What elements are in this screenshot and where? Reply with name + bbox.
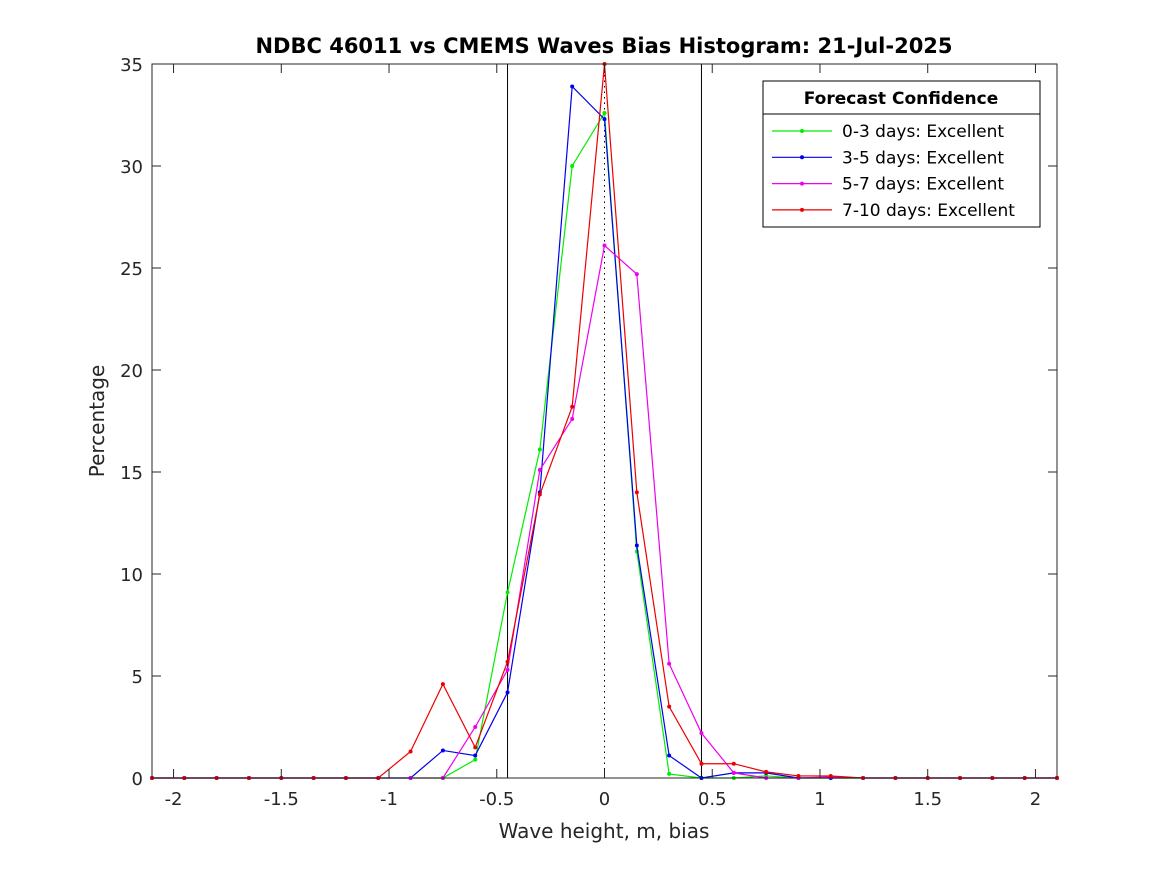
legend-entry-3: 7-10 days: Excellent	[772, 201, 1015, 221]
legend-label-2: 5-7 days: Excellent	[842, 175, 1004, 195]
legend-label-1: 3-5 days: Excellent	[842, 148, 1004, 168]
chart-title: NDBC 46011 vs CMEMS Waves Bias Histogram…	[255, 34, 952, 58]
y-tick-label-6: 30	[120, 157, 143, 178]
series-3-point-12	[537, 492, 542, 497]
y-tick-label-4: 20	[120, 361, 143, 382]
x-tick-label-2: -1	[380, 789, 398, 810]
x-tick-label-6: 1	[814, 789, 825, 810]
series-3-point-19	[764, 769, 769, 774]
series-1-point-10	[473, 753, 478, 758]
series-2-point-14	[602, 243, 607, 248]
series-3-point-17	[699, 761, 704, 766]
series-1-point-14	[602, 117, 607, 122]
legend-swatch-marker-1	[800, 155, 804, 160]
x-tick-label-5: 0.5	[698, 789, 727, 810]
y-tick-label-5: 25	[120, 259, 143, 280]
series-3-point-10	[473, 745, 478, 750]
series-2-point-16	[667, 661, 672, 666]
series-2-point-15	[634, 272, 639, 277]
series-0-point-13	[570, 164, 575, 168]
legend-entry-1: 3-5 days: Excellent	[772, 148, 1004, 168]
series-3-point-15	[634, 490, 639, 495]
y-tick-label-0: 0	[132, 769, 143, 790]
legend-entry-0: 0-3 days: Excellent	[772, 122, 1004, 142]
series-0-point-14	[602, 110, 607, 115]
series-0-point-12	[537, 447, 542, 452]
legend-swatch-marker-0	[800, 129, 804, 133]
x-tick-label-0: -2	[165, 789, 183, 810]
legend-swatch-marker-2	[800, 181, 804, 186]
series-3-point-21	[828, 773, 833, 778]
series-2-point-11	[505, 667, 510, 672]
x-tick-label-8: 2	[1030, 789, 1041, 810]
y-tick-label-3: 15	[120, 463, 143, 484]
series-3-point-8	[408, 749, 413, 754]
series-2-point-13	[570, 416, 575, 421]
series-0-point-16	[667, 771, 672, 776]
x-tick-label-4: 0	[599, 789, 610, 810]
series-1-point-13	[570, 84, 575, 89]
series-3-point-16	[667, 704, 672, 709]
series-3-point-20	[796, 773, 801, 778]
series-2-point-12	[537, 467, 542, 472]
series-0-point-11	[505, 590, 510, 595]
y-tick-label-2: 10	[120, 565, 143, 586]
series-1-point-9	[440, 748, 445, 753]
legend-entry-2: 5-7 days: Excellent	[772, 175, 1004, 195]
series-2-point-10	[473, 725, 478, 729]
legend-swatch-marker-3	[800, 207, 804, 212]
series-2-point-17	[699, 731, 704, 736]
y-axis-label: Percentage	[85, 365, 109, 478]
legend-title: Forecast Confidence	[804, 89, 999, 109]
series-1-point-15	[634, 543, 639, 548]
series-3-point-11	[505, 659, 510, 664]
series-3-point-18	[731, 761, 736, 766]
series-3-point-13	[570, 404, 575, 409]
y-tick-label-7: 35	[120, 55, 143, 76]
legend-box	[762, 80, 1041, 228]
legend-label-3: 7-10 days: Excellent	[842, 201, 1015, 221]
legend: Forecast Confidence 0-3 days: Excellent 3…	[762, 80, 1041, 228]
legend-label-0: 0-3 days: Excellent	[842, 122, 1004, 142]
x-tick-label-3: -0.5	[479, 789, 514, 810]
x-tick-label-7: 1.5	[913, 789, 942, 810]
y-tick-label-1: 5	[132, 667, 143, 688]
x-tick-label-1: -1.5	[264, 789, 299, 810]
series-2-point-18	[731, 770, 736, 775]
series-0-point-10	[473, 757, 478, 762]
series-1-point-16	[667, 753, 672, 758]
series-1-point-11	[505, 690, 510, 695]
series-3-point-9	[440, 682, 445, 687]
x-axis-label: Wave height, m, bias	[499, 819, 710, 843]
